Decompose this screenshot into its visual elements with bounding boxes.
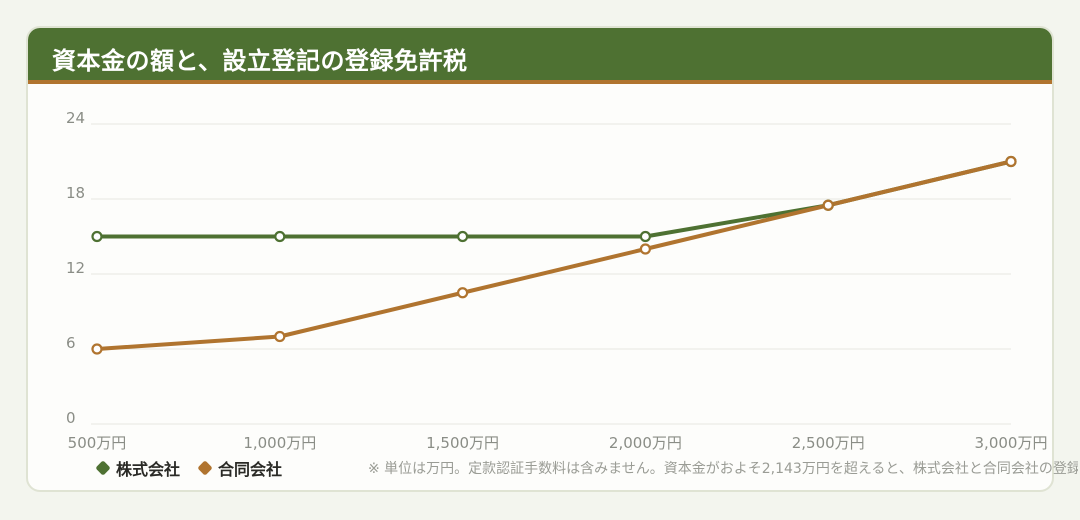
y-tick-label-4: 24 xyxy=(66,109,85,127)
x-tick-label-0: 500万円 xyxy=(68,434,127,452)
card-header: 資本金の額と、設立登記の登録免許税 xyxy=(28,28,1052,84)
series-0-point-0 xyxy=(91,230,103,243)
series-0-point-3 xyxy=(639,230,652,243)
chart-legend: 株式会社 合同会社 xyxy=(95,456,300,480)
y-tick-label-2: 12 xyxy=(66,259,85,277)
series-1-point-2 xyxy=(457,287,469,299)
x-tick-label-2: 1,500万円 xyxy=(426,434,499,452)
x-tick-label-5: 3,000万円 xyxy=(975,434,1048,452)
series-1-point-0 xyxy=(91,343,103,355)
y-tick-label-0: 0 xyxy=(66,409,76,427)
legend-swatch-godo xyxy=(197,460,213,476)
chart-card: 資本金の額と、設立登記の登録免許税 xyxy=(26,26,1054,492)
legend-label-kabushiki: 株式会社 xyxy=(116,460,181,479)
series-0-point-1 xyxy=(274,230,286,243)
x-tick-label-3: 2,000万円 xyxy=(609,434,682,452)
series-line-1 xyxy=(95,159,1013,351)
legend-item-kabushiki[interactable]: 株式会社 xyxy=(95,456,181,480)
series-1-point-5 xyxy=(1005,155,1017,168)
x-tick-label-1: 1,000万円 xyxy=(243,434,316,452)
series-1-point-1 xyxy=(274,330,286,343)
legend-item-godo[interactable]: 合同会社 xyxy=(197,456,283,480)
series-1-point-4 xyxy=(822,199,834,211)
chart-title: 資本金の額と、設立登記の登録免許税 xyxy=(52,47,468,75)
y-tick-label-1: 6 xyxy=(66,334,76,352)
x-tick-label-4: 2,500万円 xyxy=(792,434,865,452)
legend-swatch-kabushiki xyxy=(95,460,111,476)
series-1-point-3 xyxy=(639,243,652,255)
series-0-point-2 xyxy=(457,230,469,243)
legend-label-godo: 合同会社 xyxy=(218,460,283,479)
chart-footnote: ※ 単位は万円。定款認証手数料は含みません。資本金がおよそ2,143万円を超える… xyxy=(368,461,1078,477)
y-tick-label-3: 18 xyxy=(66,184,85,202)
